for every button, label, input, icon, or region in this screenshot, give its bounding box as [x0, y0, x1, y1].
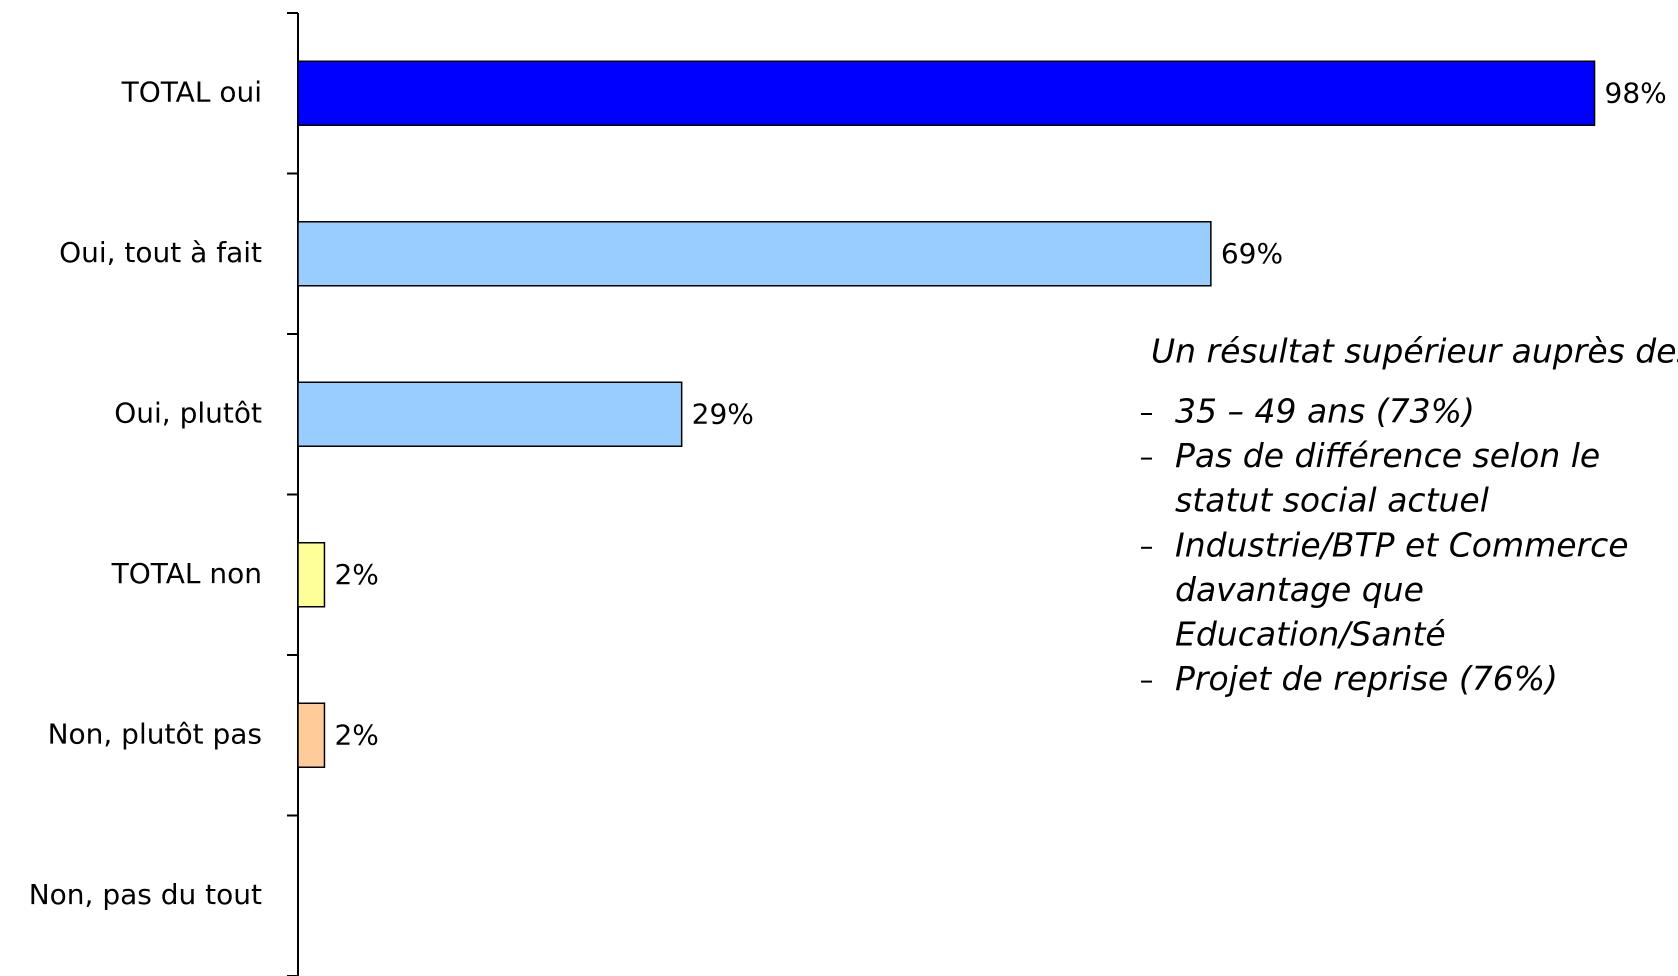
annotation-line: Industrie/BTP et Commerce	[1175, 525, 1629, 564]
annotation-line: Projet de reprise (76%)	[1175, 659, 1558, 698]
annotation-line: davantage que	[1175, 570, 1424, 609]
bar	[297, 221, 1212, 287]
annotation-line: Education/Santé	[1175, 615, 1446, 654]
annotation-line: statut social actuel	[1175, 481, 1489, 520]
value-label: 29%	[692, 397, 754, 430]
category-label: Oui, plutôt	[114, 396, 262, 429]
category-label: Oui, tout à fait	[59, 236, 262, 269]
value-label: 2%	[334, 718, 378, 751]
bar	[297, 60, 1596, 126]
category-label: TOTAL oui	[121, 75, 262, 108]
bar	[297, 381, 683, 447]
category-label: TOTAL non	[111, 557, 262, 590]
value-label: 98%	[1605, 76, 1667, 109]
value-label: 2%	[334, 558, 378, 591]
value-label: 69%	[1221, 237, 1283, 270]
bar	[297, 542, 326, 608]
category-label: Non, pas du tout	[29, 878, 262, 911]
annotation-title: Un résultat supérieur auprès des	[1151, 332, 1678, 371]
annotation-line: 35 – 49 ans (73%)	[1175, 392, 1475, 431]
annotation-line: Pas de différence selon le	[1175, 436, 1600, 475]
bar	[297, 702, 326, 768]
category-label: Non, plutôt pas	[48, 717, 262, 750]
